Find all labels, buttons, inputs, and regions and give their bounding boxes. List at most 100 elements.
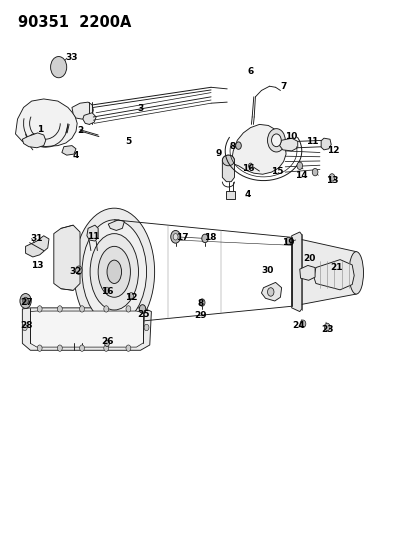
Circle shape (267, 128, 285, 152)
Circle shape (296, 162, 302, 169)
Ellipse shape (82, 220, 146, 324)
Polygon shape (291, 237, 355, 306)
Text: 13: 13 (325, 176, 337, 185)
Polygon shape (299, 265, 314, 280)
Polygon shape (54, 225, 80, 290)
Circle shape (126, 345, 130, 351)
Text: 28: 28 (20, 321, 32, 330)
Polygon shape (30, 311, 144, 347)
Circle shape (171, 230, 180, 243)
Polygon shape (108, 220, 124, 230)
Polygon shape (261, 282, 281, 301)
Text: 5: 5 (125, 137, 131, 146)
Text: 32: 32 (69, 268, 81, 276)
Text: 26: 26 (100, 337, 113, 346)
Circle shape (104, 287, 109, 294)
Polygon shape (26, 236, 49, 257)
Ellipse shape (74, 208, 154, 335)
Circle shape (126, 306, 130, 312)
Polygon shape (22, 133, 46, 148)
Circle shape (201, 234, 208, 243)
Text: 12: 12 (326, 147, 339, 156)
Text: 30: 30 (261, 266, 273, 275)
Text: 27: 27 (20, 298, 33, 307)
Polygon shape (231, 124, 286, 174)
Circle shape (235, 142, 241, 149)
Text: 13: 13 (30, 261, 43, 270)
Text: 18: 18 (203, 233, 216, 242)
Circle shape (104, 345, 109, 351)
Circle shape (248, 163, 252, 168)
Polygon shape (320, 138, 330, 150)
Text: 24: 24 (292, 321, 305, 330)
Circle shape (79, 306, 84, 312)
Circle shape (199, 299, 205, 306)
Polygon shape (83, 113, 96, 124)
Polygon shape (226, 191, 234, 199)
Circle shape (104, 306, 109, 312)
Circle shape (23, 297, 28, 305)
Ellipse shape (348, 252, 362, 294)
Circle shape (20, 294, 31, 309)
Circle shape (128, 293, 133, 299)
Text: 11: 11 (306, 138, 318, 147)
Text: 4: 4 (244, 190, 251, 199)
Circle shape (144, 324, 149, 330)
Circle shape (271, 134, 281, 147)
Ellipse shape (222, 155, 234, 166)
Circle shape (299, 320, 305, 327)
Text: 90351  2200A: 90351 2200A (17, 14, 130, 30)
Circle shape (37, 306, 42, 312)
Polygon shape (108, 313, 124, 324)
Polygon shape (222, 160, 234, 182)
Text: 12: 12 (125, 293, 137, 302)
Polygon shape (291, 232, 301, 312)
Circle shape (139, 305, 145, 313)
Circle shape (104, 340, 109, 346)
Polygon shape (279, 138, 297, 151)
Polygon shape (22, 308, 151, 350)
Circle shape (267, 288, 273, 296)
Text: 8: 8 (229, 142, 235, 151)
Text: 16: 16 (241, 164, 254, 173)
Text: 17: 17 (175, 233, 188, 242)
Text: 16: 16 (100, 287, 113, 296)
Polygon shape (15, 99, 77, 147)
Ellipse shape (90, 233, 138, 310)
Text: 2: 2 (77, 126, 83, 135)
Text: 11: 11 (87, 232, 99, 241)
Polygon shape (72, 102, 93, 119)
Ellipse shape (98, 246, 130, 297)
Circle shape (57, 306, 62, 312)
Text: 4: 4 (72, 151, 79, 160)
Text: 10: 10 (284, 132, 296, 141)
Text: 23: 23 (320, 325, 333, 334)
Text: 21: 21 (330, 263, 342, 272)
Circle shape (75, 266, 82, 274)
Circle shape (285, 237, 291, 245)
Text: 8: 8 (197, 299, 204, 308)
Polygon shape (87, 225, 98, 241)
Circle shape (311, 168, 317, 176)
Circle shape (328, 174, 334, 181)
Text: 33: 33 (66, 53, 78, 62)
Circle shape (37, 345, 42, 351)
Text: 14: 14 (295, 171, 307, 180)
Text: 1: 1 (36, 125, 43, 134)
Text: 25: 25 (137, 310, 149, 319)
Circle shape (79, 345, 84, 351)
Text: 20: 20 (303, 254, 315, 263)
Text: 29: 29 (194, 311, 207, 320)
Circle shape (173, 233, 177, 240)
Text: 19: 19 (281, 238, 294, 247)
Text: 31: 31 (30, 234, 43, 243)
Text: 3: 3 (137, 104, 143, 113)
Text: 6: 6 (247, 67, 253, 76)
Text: 15: 15 (271, 166, 283, 175)
Ellipse shape (107, 260, 121, 284)
Text: 9: 9 (215, 149, 222, 158)
Polygon shape (62, 146, 76, 155)
Circle shape (51, 56, 66, 78)
Circle shape (57, 345, 62, 351)
Circle shape (324, 323, 329, 330)
